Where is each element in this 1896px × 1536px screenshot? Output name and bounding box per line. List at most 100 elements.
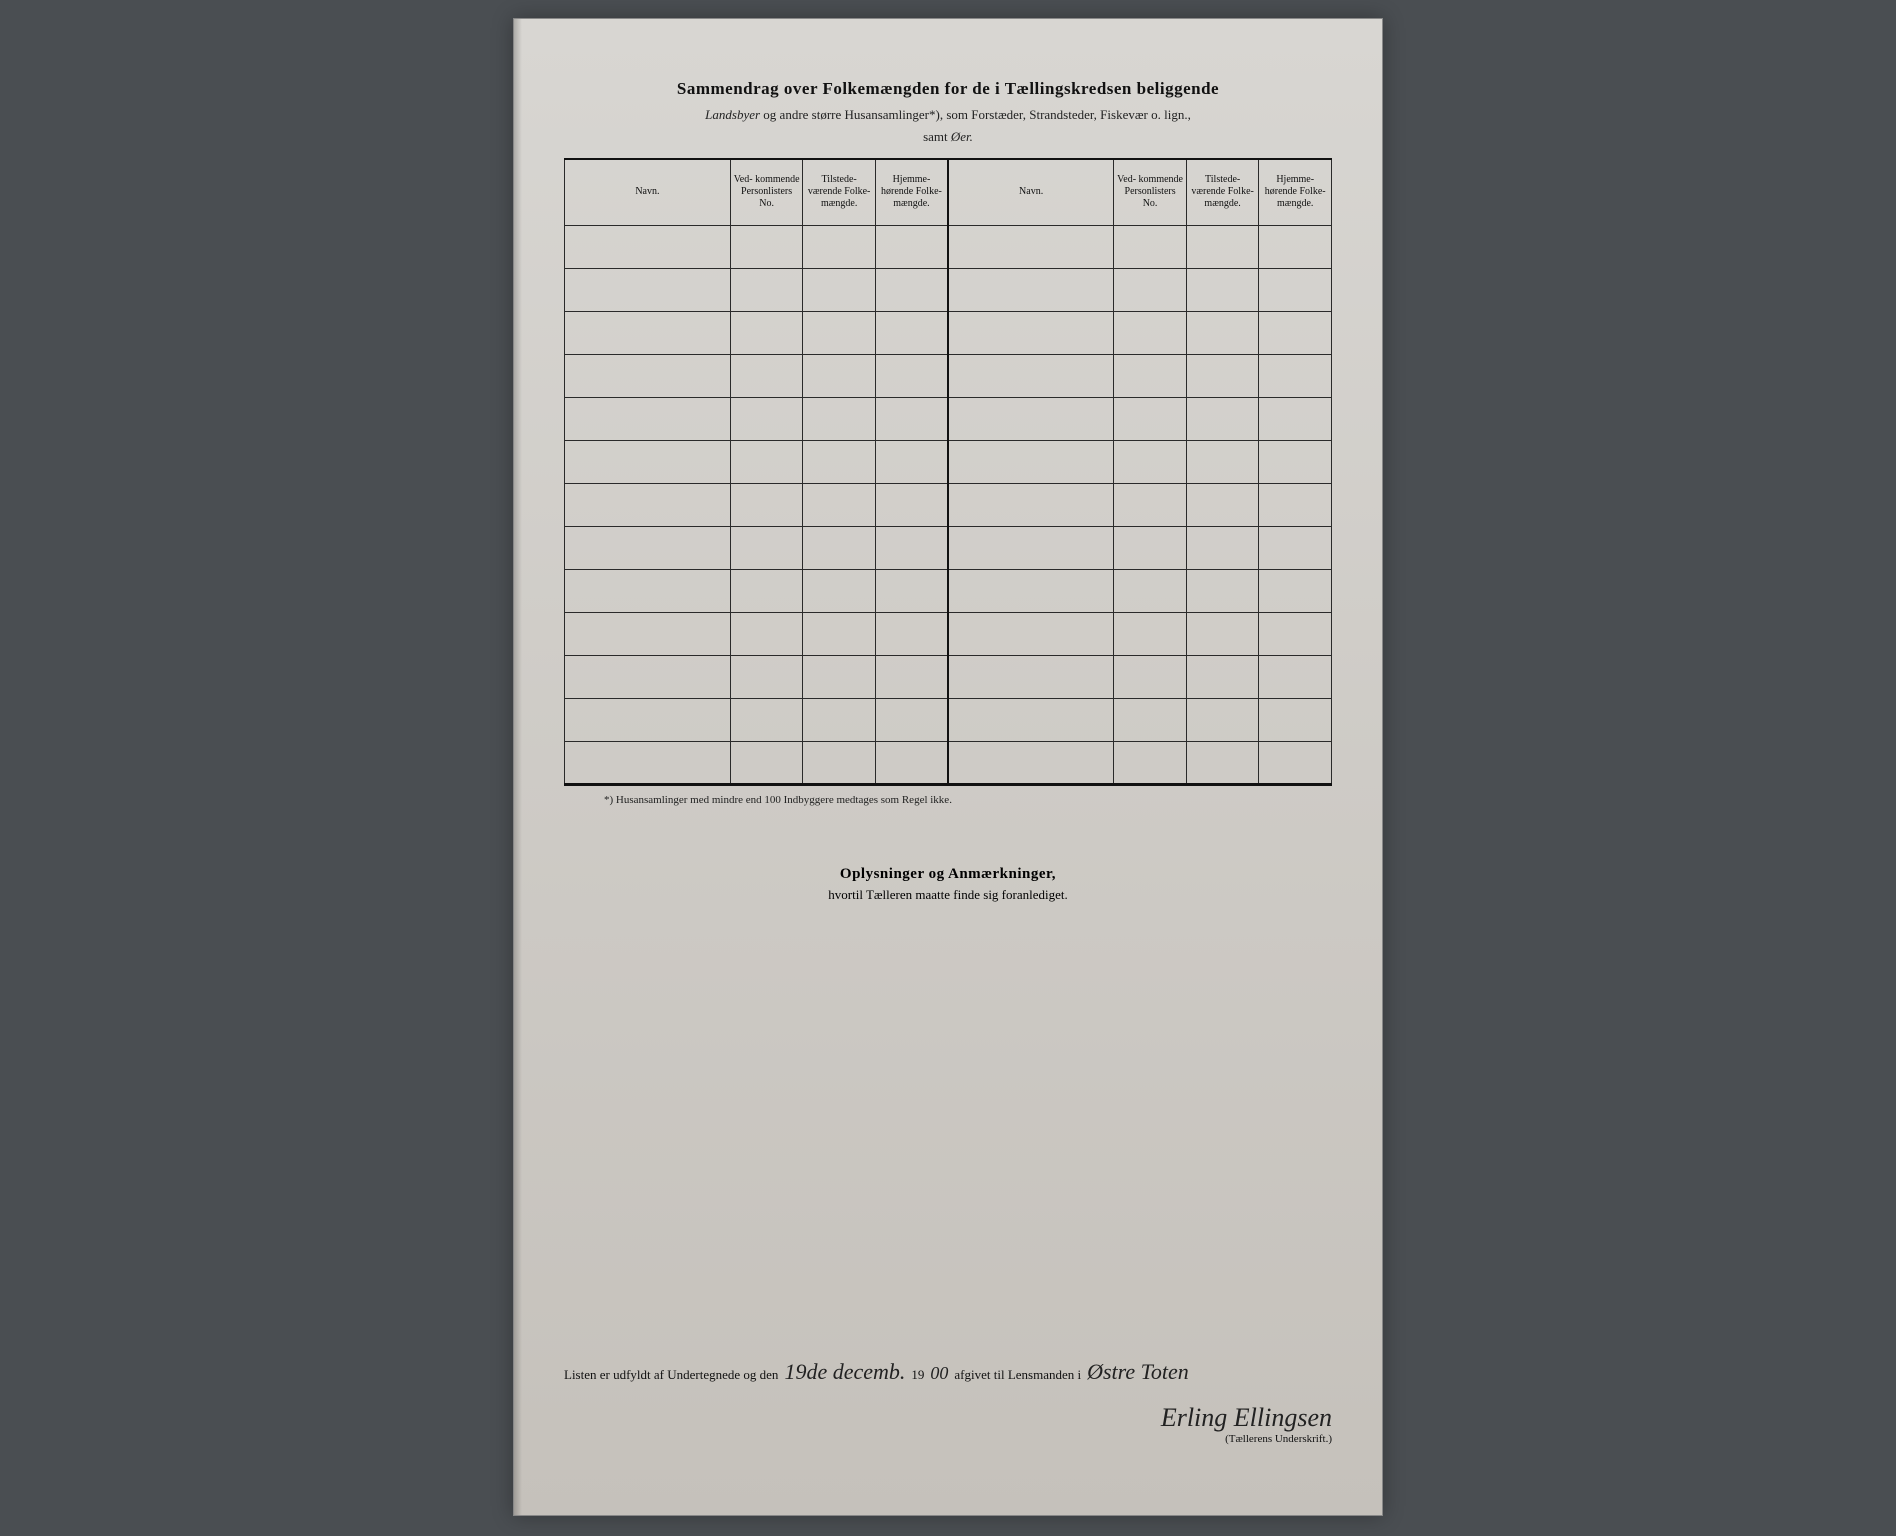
table-cell [565,741,731,784]
sig-place-handwritten: Østre Toten [1087,1359,1189,1385]
table-cell [1259,569,1332,612]
table-cell [948,268,1114,311]
table-cell [948,569,1114,612]
subtitle-samt-line: samt Øer. [564,127,1332,147]
sig-label: (Tællerens Underskrift.) [564,1433,1332,1445]
table-cell [1186,268,1259,311]
table-cell [875,440,948,483]
table-cell [875,225,948,268]
table-cell [803,655,876,698]
remarks-block: Oplysninger og Anmærkninger, hvortil Tæl… [564,866,1332,903]
table-cell [730,354,803,397]
table-cell [948,526,1114,569]
table-cell [730,612,803,655]
table-row [565,225,1332,268]
table-cell [730,268,803,311]
table-cell [730,440,803,483]
table-body [565,225,1332,784]
table-cell [1259,225,1332,268]
table-cell [1114,354,1187,397]
table-row [565,526,1332,569]
sig-name-handwritten: Erling Ellingsen [564,1403,1332,1433]
table-cell [948,741,1114,784]
table-cell [803,354,876,397]
table-cell [948,483,1114,526]
table-cell [1114,612,1187,655]
table-cell [875,612,948,655]
table-cell [948,698,1114,741]
table-cell [1114,741,1187,784]
table-cell [875,526,948,569]
table-row [565,741,1332,784]
remarks-subtitle: hvortil Tælleren maatte finde sig foranl… [564,887,1332,903]
table-cell [1114,311,1187,354]
table-cell [803,225,876,268]
table-cell [565,655,731,698]
table-cell [1186,440,1259,483]
census-table: Navn. Ved- kommende Personlisters No. Ti… [564,158,1332,786]
table-cell [1114,225,1187,268]
table-cell [565,569,731,612]
col-navn-right: Navn. [948,159,1114,225]
table-cell [1259,655,1332,698]
table-cell [565,440,731,483]
table-cell [1114,483,1187,526]
col-vedkommende-right: Ved- kommende Personlisters No. [1114,159,1187,225]
table-cell [1186,526,1259,569]
table-cell [875,698,948,741]
table-cell [1186,698,1259,741]
table-cell [803,397,876,440]
title-block: Sammendrag over Folkemængden for de i Tæ… [564,79,1332,146]
sig-year-print: 19 [911,1367,924,1383]
table-cell [565,225,731,268]
table-cell [1186,741,1259,784]
document-page: Sammendrag over Folkemængden for de i Tæ… [513,18,1383,1516]
table-cell [875,483,948,526]
table-cell [1114,268,1187,311]
subtitle-samt: samt [923,129,951,144]
table-cell [730,698,803,741]
table-cell [1186,483,1259,526]
sig-date-handwritten: 19de decemb. [784,1359,905,1385]
table-cell [1186,225,1259,268]
sig-year-hand: 00 [930,1363,948,1384]
table-cell [565,698,731,741]
table-cell [565,526,731,569]
table-cell [803,569,876,612]
table-cell [948,397,1114,440]
table-header-row: Navn. Ved- kommende Personlisters No. Ti… [565,159,1332,225]
table-row [565,612,1332,655]
col-hjemme-right: Hjemme- hørende Folke- mængde. [1259,159,1332,225]
table-cell [1186,612,1259,655]
table-cell [565,483,731,526]
remarks-title: Oplysninger og Anmærkninger, [564,866,1332,883]
col-vedkommende-left: Ved- kommende Personlisters No. [730,159,803,225]
table-row [565,569,1332,612]
subtitle-text: og andre større Husansamlinger*), som Fo… [760,107,1191,122]
subtitle: Landsbyer og andre større Husansamlinger… [564,105,1332,125]
table-cell [1259,311,1332,354]
table-cell [1114,440,1187,483]
sig-middle: afgivet til Lensmanden i [954,1367,1081,1383]
table-cell [1114,698,1187,741]
table-cell [565,354,731,397]
table-cell [875,268,948,311]
table-cell [803,741,876,784]
table-cell [1114,526,1187,569]
table-cell [803,311,876,354]
table-cell [1259,483,1332,526]
table-cell [1259,354,1332,397]
table-cell [1186,311,1259,354]
table-cell [565,268,731,311]
footnote: *) Husansamlinger med mindre end 100 Ind… [604,794,1332,806]
table-cell [730,311,803,354]
table-cell [948,655,1114,698]
table-cell [1114,397,1187,440]
table-cell [1259,612,1332,655]
table-cell [730,483,803,526]
table-cell [803,526,876,569]
table-cell [1259,268,1332,311]
table-cell [803,612,876,655]
table-cell [1186,397,1259,440]
table-cell [875,397,948,440]
